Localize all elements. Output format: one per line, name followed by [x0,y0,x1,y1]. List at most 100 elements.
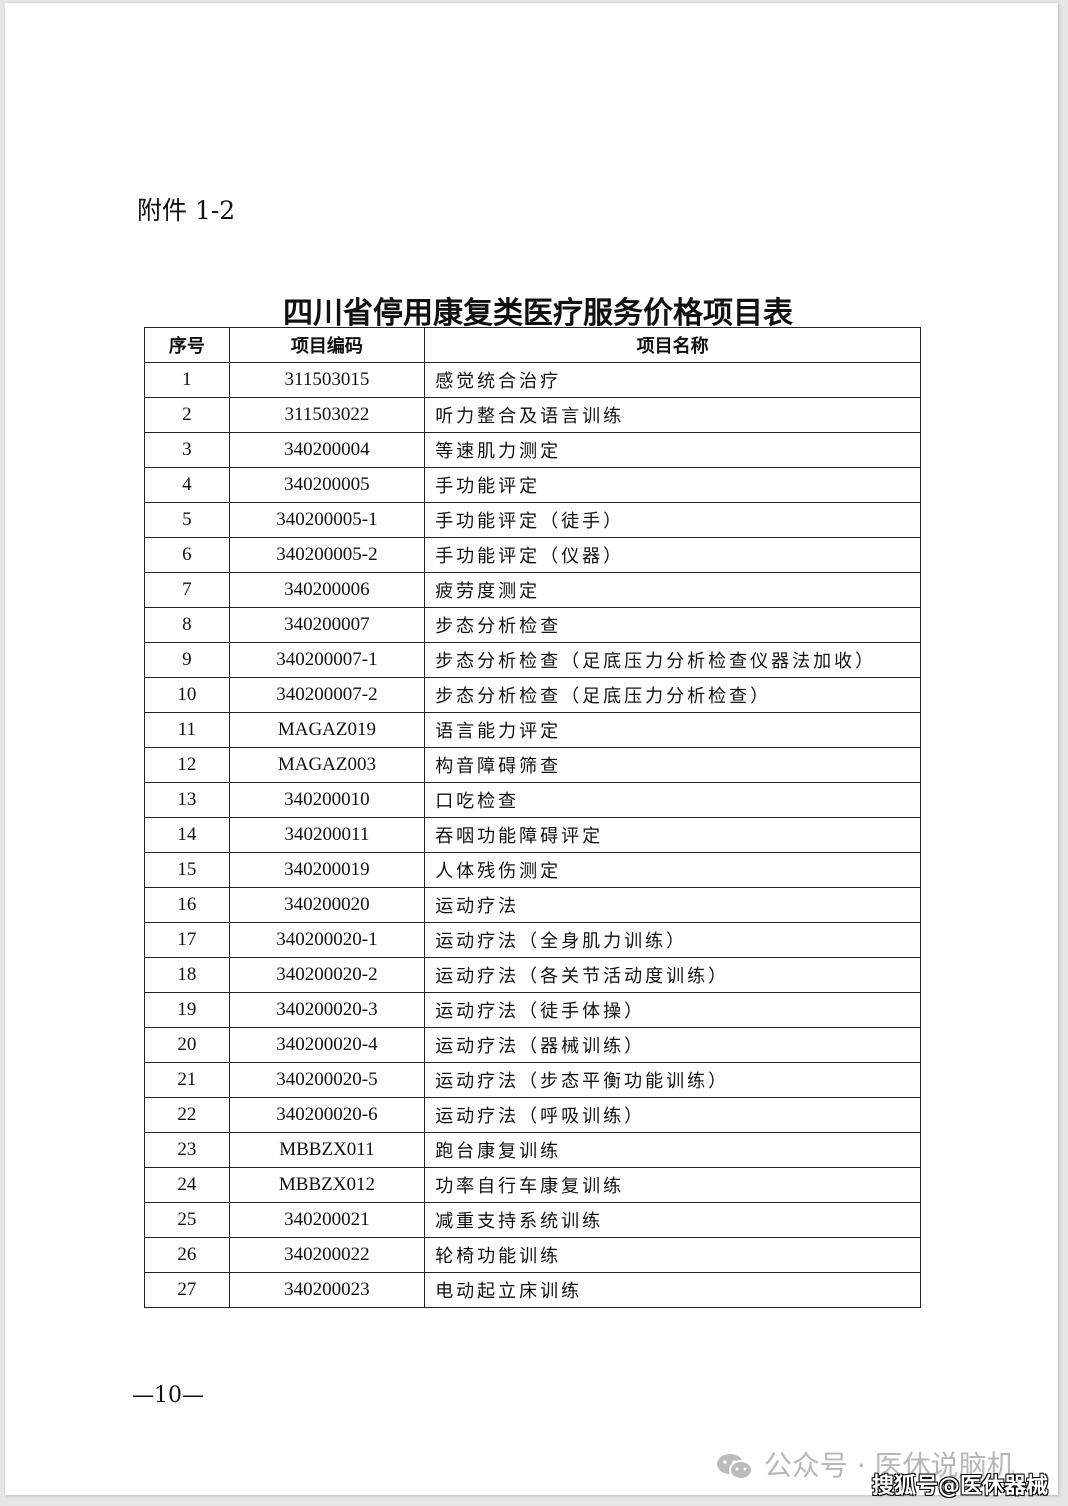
item-name: 人体残伤测定 [424,852,921,888]
item-code: 340200020 [228,887,426,923]
item-code: MAGAZ019 [228,712,426,748]
row-number: 18 [144,957,230,993]
table-row: 20 340200020-4 运动疗法（器械训练） [144,1027,921,1063]
item-name: 语言能力评定 [424,712,921,748]
item-name: 手功能评定（仪器） [424,537,921,573]
item-name: 减重支持系统训练 [424,1202,921,1238]
item-name: 运动疗法（各关节活动度训练） [424,957,921,993]
row-number: 25 [144,1202,230,1238]
table-row: 9 340200007-1 步态分析检查（足底压力分析检查仪器法加收） [144,642,921,678]
item-name: 步态分析检查 [424,607,921,643]
row-number: 5 [144,502,230,538]
item-name: 轮椅功能训练 [424,1237,921,1273]
sohu-watermark: 搜狐号@医休器械 [872,1474,1049,1499]
item-name: 等速肌力测定 [424,432,921,468]
table-row: 18 340200020-2 运动疗法（各关节活动度训练） [144,957,921,993]
document-title: 四川省停用康复类医疗服务价格项目表 [283,296,793,331]
table-row: 5 340200005-1 手功能评定（徒手） [144,502,921,538]
table-header: 序号 项目编码 项目名称 [144,327,921,363]
table-row: 14 340200011 吞咽功能障碍评定 [144,817,921,853]
item-code: 340200005-2 [228,537,426,573]
row-number: 20 [144,1027,230,1063]
item-code: 340200004 [228,432,426,468]
item-name: 运动疗法（呼吸训练） [424,1097,921,1133]
item-code: 340200010 [228,782,426,818]
row-number: 14 [144,817,230,853]
table-row: 7 340200006 疲劳度测定 [144,572,921,608]
row-number: 12 [144,747,230,783]
row-number: 8 [144,607,230,643]
item-code: 340200019 [228,852,426,888]
table-row: 3 340200004 等速肌力测定 [144,432,921,468]
item-name: 手功能评定 [424,467,921,503]
item-name: 构音障碍筛查 [424,747,921,783]
table-row: 25 340200021 减重支持系统训练 [144,1202,921,1238]
row-number: 27 [144,1272,230,1308]
table-row: 24 MBBZX012 功率自行车康复训练 [144,1167,921,1203]
table-row: 12 MAGAZ003 构音障碍筛查 [144,747,921,783]
table-row: 6 340200005-2 手功能评定（仪器） [144,537,921,573]
item-code: 311503022 [228,397,426,433]
row-number: 21 [144,1062,230,1098]
item-name: 听力整合及语言训练 [424,397,921,433]
table-row: 23 MBBZX011 跑台康复训练 [144,1132,921,1168]
table-row: 16 340200020 运动疗法 [144,887,921,923]
row-number: 7 [144,572,230,608]
item-name: 感觉统合治疗 [424,362,921,398]
attachment-label: 附件 1-2 [137,196,236,225]
page-number: —10— [132,1383,204,1408]
table-row: 4 340200005 手功能评定 [144,467,921,503]
item-name: 步态分析检查（足底压力分析检查仪器法加收） [424,642,921,678]
column-header: 项目编码 [228,327,426,363]
row-number: 13 [144,782,230,818]
item-name: 功率自行车康复训练 [424,1167,921,1203]
table-row: 17 340200020-1 运动疗法（全身肌力训练） [144,922,921,958]
item-code: 340200007-2 [228,677,426,713]
table-row: 19 340200020-3 运动疗法（徒手体操） [144,992,921,1028]
row-number: 19 [144,992,230,1028]
item-code: 340200020-6 [228,1097,426,1133]
row-number: 17 [144,922,230,958]
wechat-watermark: 公众号 · 医休说脑机 [715,1444,1015,1484]
wechat-icon [715,1452,755,1482]
table-row: 13 340200010 口吃检查 [144,782,921,818]
item-name: 疲劳度测定 [424,572,921,608]
row-number: 15 [144,852,230,888]
table-row: 11 MAGAZ019 语言能力评定 [144,712,921,748]
item-code: 340200020-3 [228,992,426,1028]
row-number: 22 [144,1097,230,1133]
row-number: 4 [144,467,230,503]
item-code: MBBZX012 [228,1167,426,1203]
item-code: 340200005-1 [228,502,426,538]
item-name: 跑台康复训练 [424,1132,921,1168]
row-number: 26 [144,1237,230,1273]
column-header: 项目名称 [424,327,921,363]
row-number: 3 [144,432,230,468]
item-code: MBBZX011 [228,1132,426,1168]
wechat-watermark-text: 公众号 · 医休说脑机 [763,1449,1015,1482]
item-name: 口吃检查 [424,782,921,818]
item-code: 340200020-2 [228,957,426,993]
item-code: 340200020-4 [228,1027,426,1063]
row-number: 2 [144,397,230,433]
item-name: 手功能评定（徒手） [424,502,921,538]
item-code: 340200006 [228,572,426,608]
item-code: 340200007-1 [228,642,426,678]
row-number: 9 [144,642,230,678]
table-row: 26 340200022 轮椅功能训练 [144,1237,921,1273]
item-code: 340200023 [228,1272,426,1308]
table-row: 1 311503015 感觉统合治疗 [144,362,921,398]
table-row: 22 340200020-6 运动疗法（呼吸训练） [144,1097,921,1133]
item-name: 运动疗法（全身肌力训练） [424,922,921,958]
item-code: MAGAZ003 [228,747,426,783]
row-number: 23 [144,1132,230,1168]
item-name: 运动疗法 [424,887,921,923]
item-code: 311503015 [228,362,426,398]
table-row: 8 340200007 步态分析检查 [144,607,921,643]
item-name: 运动疗法（徒手体操） [424,992,921,1028]
item-name: 吞咽功能障碍评定 [424,817,921,853]
item-name: 电动起立床训练 [424,1272,921,1308]
row-number: 16 [144,887,230,923]
item-code: 340200020-1 [228,922,426,958]
item-code: 340200021 [228,1202,426,1238]
